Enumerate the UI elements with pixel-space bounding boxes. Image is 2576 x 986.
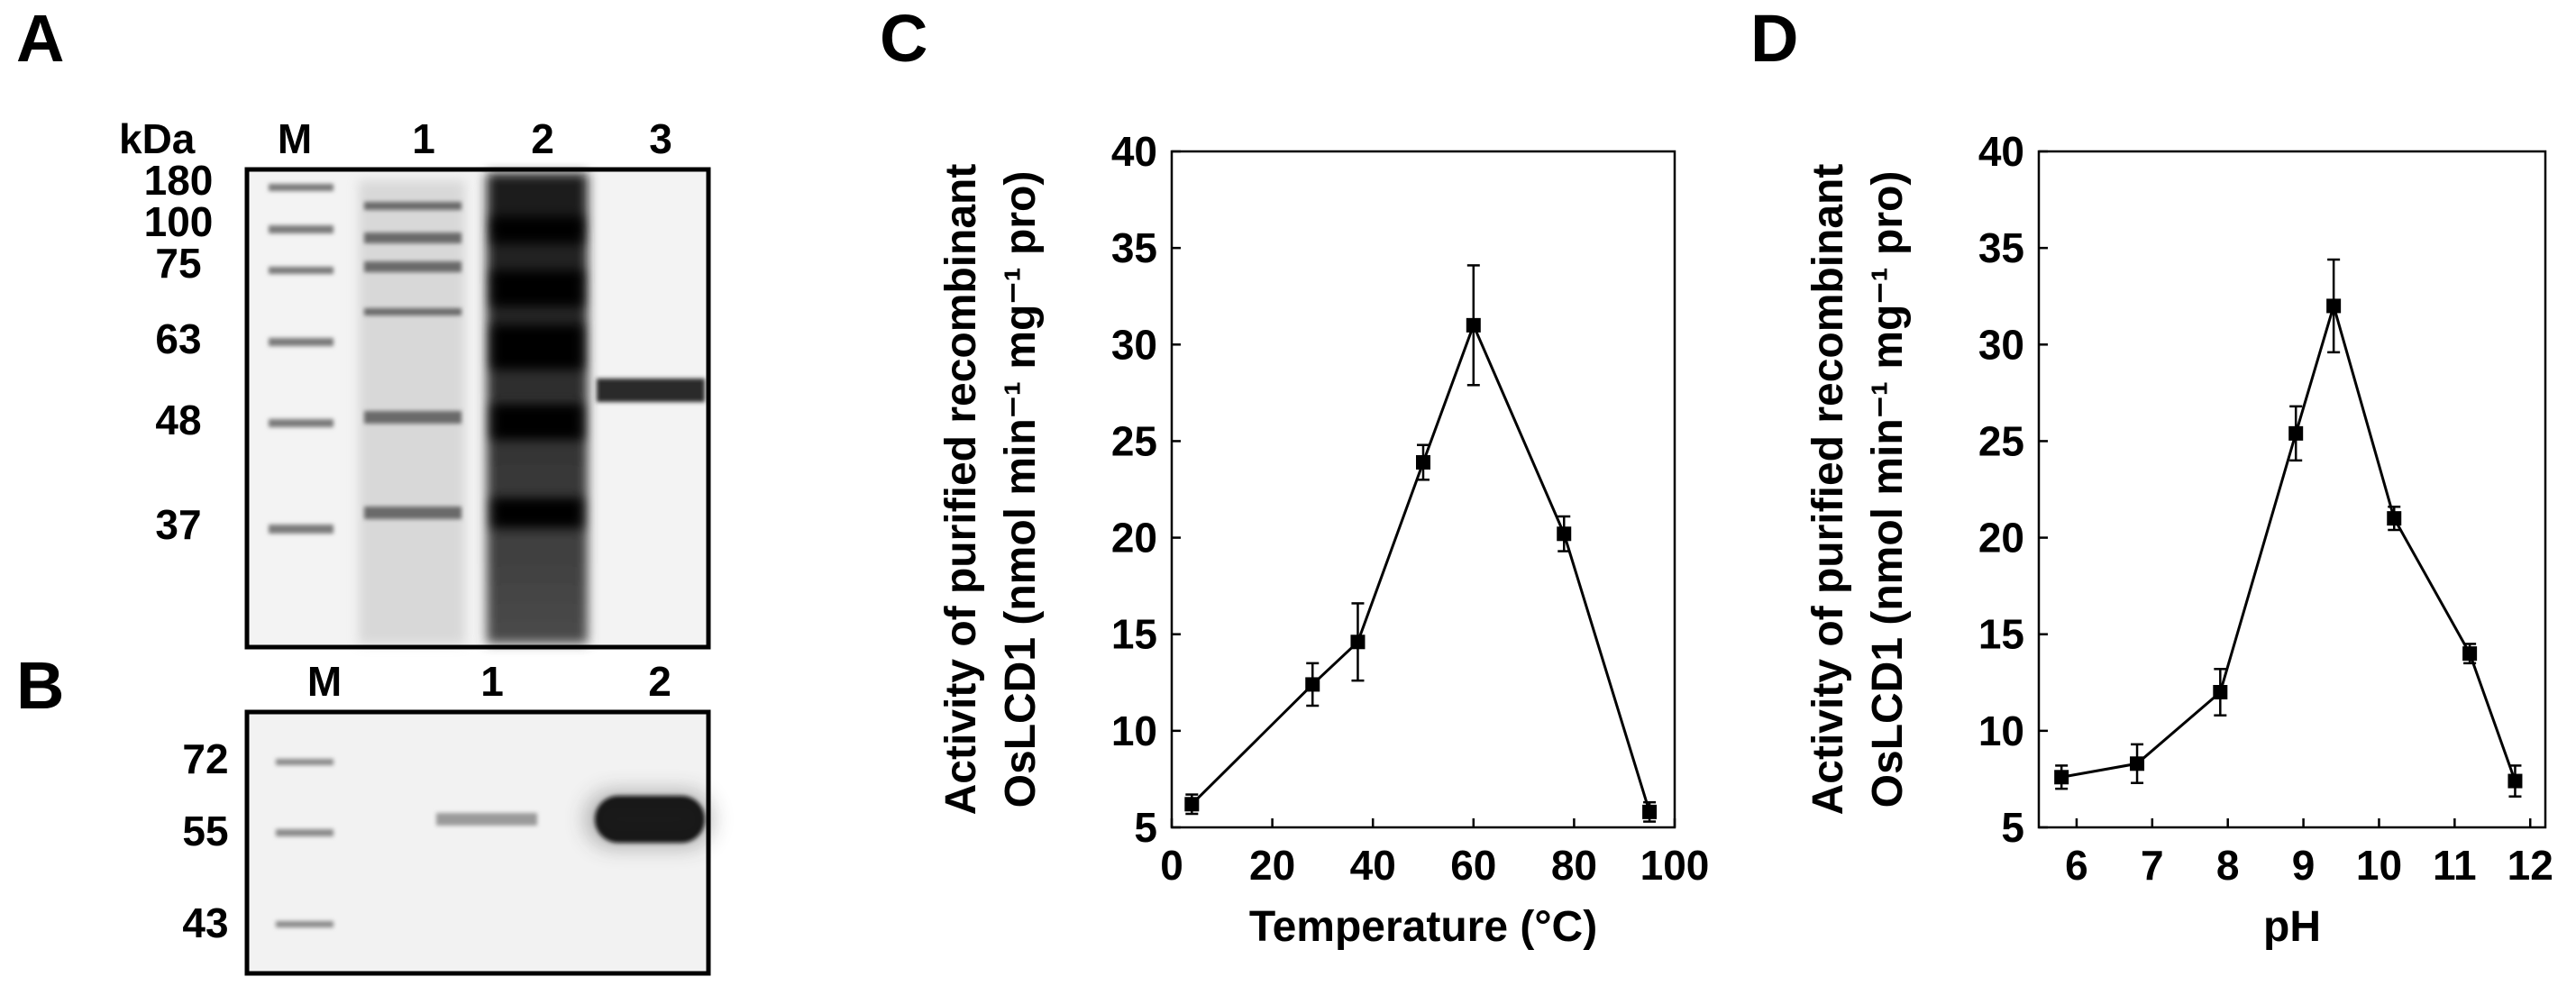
marker-100: 100 [144, 198, 214, 245]
y-tick-label: 40 [1978, 128, 2024, 175]
panel-letter-a: A [16, 1, 64, 76]
y-tick-label: 20 [1978, 515, 2024, 561]
data-point [1466, 317, 1481, 333]
y-tick-label: 30 [1978, 321, 2024, 368]
marker-48: 48 [155, 397, 201, 443]
marker-63: 63 [155, 315, 201, 362]
panel-b-lane-1: 1 [480, 658, 504, 705]
panel-b-marker-labels: 72 55 43 [182, 735, 228, 946]
panel-b-lane-labels: M 1 2 [307, 658, 671, 705]
panel-a-marker-labels: 180 100 75 63 48 37 [144, 157, 214, 548]
data-point [1184, 797, 1200, 812]
data-point [2507, 773, 2523, 789]
y-tick-label: 25 [1111, 417, 1157, 464]
x-tick-label: 8 [2216, 842, 2240, 889]
x-tick-label: 9 [2292, 842, 2316, 889]
x-tick-label: 40 [1350, 842, 1396, 889]
panel-letter-b: B [16, 648, 64, 723]
kda-label: kDa [119, 115, 196, 162]
gel-a-lane2 [487, 173, 588, 644]
gel-a-ladder [269, 184, 333, 534]
series-line [2060, 301, 2517, 782]
data-point [2130, 756, 2145, 771]
panel-b-lane-2: 2 [648, 658, 671, 705]
panel-a-lane-3: 3 [649, 115, 672, 162]
panel-b-lane-m: M [307, 658, 342, 705]
data-point [2213, 685, 2228, 699]
y-tick-label: 10 [1978, 708, 2024, 754]
y-axis-title-line2: OsLCD1 (nmol min⁻¹ mg⁻¹ pro) [1864, 171, 1912, 808]
marker-72: 72 [182, 735, 228, 782]
plot-frame [1170, 150, 1676, 829]
marker-55: 55 [182, 808, 228, 854]
y-tick-label: 20 [1111, 515, 1157, 561]
data-point [1557, 526, 1572, 542]
gel-a [244, 167, 711, 650]
data-point [1305, 677, 1320, 692]
gel-a-frame [244, 167, 711, 650]
x-tick-label: 7 [2141, 842, 2164, 889]
gel-a-lane3 [597, 379, 705, 402]
data-point [2387, 511, 2402, 526]
data-point [1350, 635, 1366, 650]
x-tick-label: 11 [2433, 842, 2477, 889]
y-axis-title-line1: Activity of purified recombinant [937, 164, 985, 816]
data-point [2326, 298, 2342, 314]
x-tick-label: 0 [1160, 842, 1183, 889]
series-line [1191, 321, 1651, 813]
marker-37: 37 [155, 501, 201, 548]
panel-a-lane-labels: M 1 2 3 [278, 115, 672, 162]
blot-b-ladder [276, 759, 333, 927]
x-axis-title: pH [2263, 903, 2321, 951]
y-tick-label: 40 [1111, 128, 1157, 175]
x-tick-label: 60 [1450, 842, 1496, 889]
x-tick-label: 10 [2356, 842, 2402, 889]
panel-letter-d: D [1750, 1, 1798, 76]
data-point [2054, 770, 2069, 785]
marker-43: 43 [182, 899, 228, 946]
y-tick-label: 25 [1978, 417, 2024, 464]
x-tick-label: 80 [1551, 842, 1597, 889]
panel-b: B M 1 2 72 55 43 [16, 648, 712, 976]
data-point [2462, 646, 2478, 662]
panel-letter-c: C [880, 1, 927, 76]
blot-b-band-lane1 [436, 813, 537, 826]
y-tick-label: 35 [1978, 224, 2024, 271]
y-tick-label: 30 [1111, 321, 1157, 368]
y-axis-title-line2: OsLCD1 (nmol min⁻¹ mg⁻¹ pro) [997, 171, 1045, 808]
gel-a-lane1 [359, 180, 465, 644]
chart-temperature: 5 10 15 20 25 30 35 40 0 20 40 60 80 100 Temperature (… [937, 128, 1709, 951]
gel-a-background [247, 169, 708, 647]
panel-a: A kDa M 1 2 3 180 100 75 63 48 37 [16, 1, 711, 650]
y-tick-label: 5 [2001, 804, 2024, 851]
y-tick-label: 35 [1111, 224, 1157, 271]
y-tick-label: 10 [1111, 708, 1157, 754]
panel-a-lane-2: 2 [531, 115, 554, 162]
x-tick-label: 100 [1640, 842, 1710, 889]
y-tick-label: 15 [1111, 611, 1157, 658]
marker-75: 75 [155, 240, 201, 287]
chart-ph: 5 10 15 20 25 30 35 40 6 7 8 9 10 11 12 pH Activity of p… [1804, 128, 2553, 951]
marker-180: 180 [144, 157, 214, 204]
x-tick-label: 6 [2065, 842, 2088, 889]
data-point [1416, 455, 1430, 470]
x-tick-label: 20 [1249, 842, 1295, 889]
y-tick-label: 5 [1134, 804, 1157, 851]
blot-b-frame [244, 709, 711, 976]
panel-a-lane-1: 1 [412, 115, 435, 162]
x-tick-label: 12 [2507, 842, 2553, 889]
blot-b [244, 709, 712, 976]
panel-a-lane-m: M [278, 115, 312, 162]
data-point [1642, 804, 1658, 819]
data-point [2288, 425, 2304, 441]
plot-frame [2037, 150, 2547, 829]
y-axis-title-line1: Activity of purified recombinant [1804, 164, 1852, 816]
x-axis-title: Temperature (°C) [1249, 903, 1597, 951]
y-tick-label: 15 [1978, 611, 2024, 658]
